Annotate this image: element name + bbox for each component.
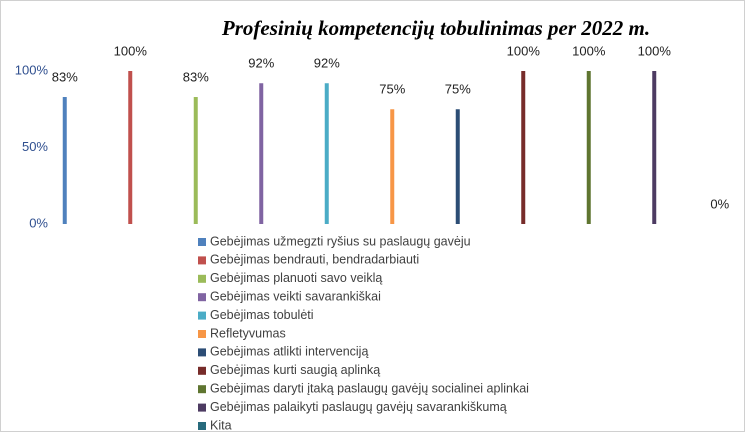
legend-swatch: [198, 422, 206, 430]
bar: [259, 83, 264, 225]
legend-label: Gebėjimas užmegzti ryšius su paslaugų ga…: [210, 234, 471, 248]
legend-label: Gebėjimas planuoti savo veiklą: [210, 271, 382, 285]
bar: [324, 83, 329, 225]
legend-label: Gebėjimas kurti saugią aplinką: [210, 363, 380, 377]
legend-swatch: [198, 274, 206, 283]
legend-swatch: [198, 238, 206, 246]
data-label: 100%: [638, 43, 672, 58]
legend-swatch: [198, 293, 206, 302]
legend-swatch: [198, 385, 206, 394]
y-tick-label: 100%: [15, 62, 49, 77]
data-label: 92%: [314, 56, 340, 71]
bar: [586, 71, 591, 224]
legend-label: Gebėjimas bendrauti, bendradarbiauti: [210, 253, 419, 267]
legend-label: Refletyvumas: [210, 326, 286, 340]
legend-swatch: [198, 311, 206, 320]
data-label: 75%: [379, 82, 405, 97]
bar: [521, 71, 526, 224]
data-label: 83%: [52, 69, 78, 84]
legend-label: Kita: [210, 418, 232, 432]
data-label: 83%: [183, 69, 209, 84]
data-label: 0%: [710, 196, 729, 211]
y-tick-label: 0%: [29, 215, 48, 230]
legend-swatch: [198, 366, 206, 375]
bar: [455, 109, 460, 224]
legend-swatch: [198, 348, 206, 357]
bar: [128, 71, 133, 224]
data-label: 100%: [114, 43, 148, 58]
legend-label: Gebėjimas tobulėti: [210, 308, 314, 322]
y-tick-label: 50%: [22, 139, 48, 154]
chart-title: Profesinių kompetencijų tobulinimas per …: [221, 16, 650, 40]
data-label: 92%: [248, 56, 274, 71]
bar: [193, 97, 198, 224]
bar: [652, 71, 657, 224]
legend-swatch: [198, 330, 206, 338]
legend-label: Gebėjimas atlikti intervenciją: [210, 345, 368, 359]
legend-label: Gebėjimas palaikyti paslaugų gavėjų sava…: [210, 400, 507, 414]
legend-swatch: [198, 256, 206, 265]
data-label: 100%: [507, 43, 541, 58]
bar: [62, 97, 67, 224]
data-label: 100%: [572, 43, 606, 58]
legend-label: Gebėjimas daryti įtaką paslaugų gavėjų s…: [210, 381, 529, 395]
legend-label: Gebėjimas veikti savarankiškai: [210, 289, 381, 303]
legend-swatch: [198, 403, 206, 412]
bar: [390, 109, 395, 224]
data-label: 75%: [445, 82, 471, 97]
